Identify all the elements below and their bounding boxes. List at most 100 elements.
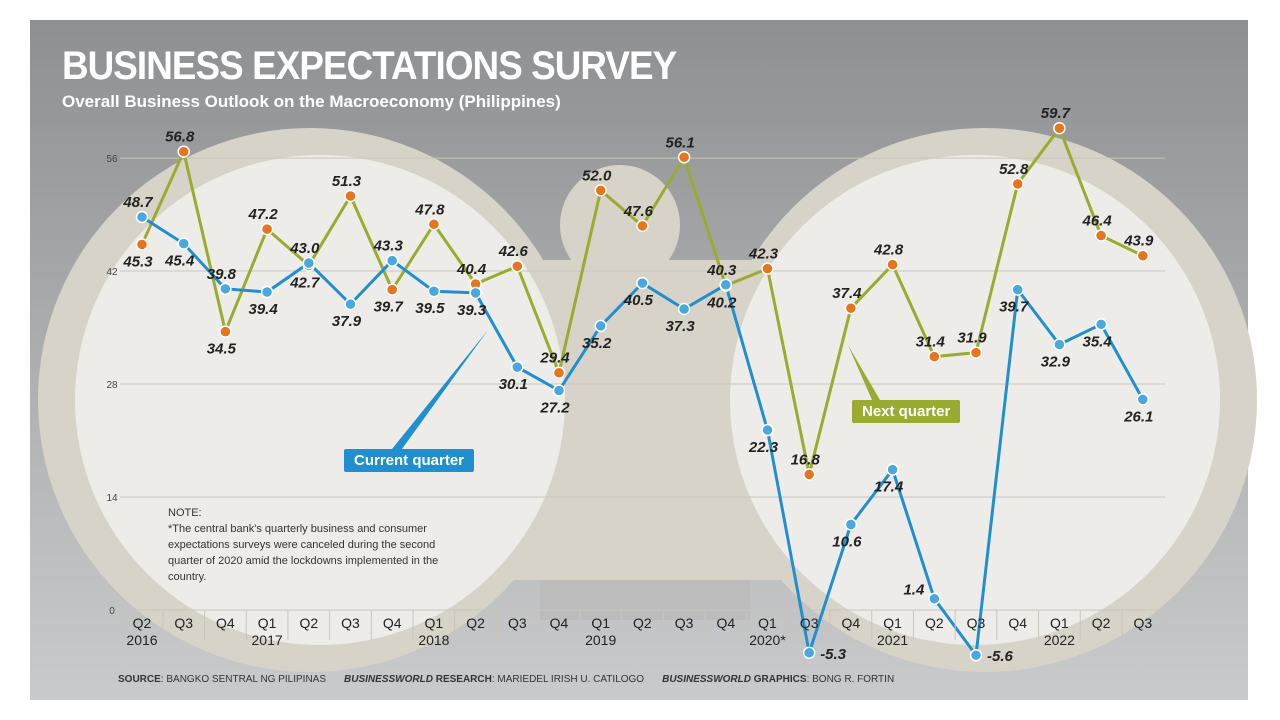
- data-point: [177, 145, 190, 158]
- y-tick-label: 42: [106, 267, 118, 278]
- data-label: 47.6: [623, 203, 654, 220]
- data-label: 48.7: [122, 194, 153, 211]
- y-tick-label: 56: [106, 154, 118, 165]
- source-label: SOURCE: [118, 674, 161, 685]
- data-point: [677, 302, 691, 316]
- data-point: [427, 284, 441, 298]
- data-label: 37.4: [832, 285, 862, 302]
- data-point: [636, 276, 649, 290]
- data-point: [1053, 338, 1066, 351]
- x-tick-label: Q4: [716, 615, 735, 631]
- x-tick-label: Q1: [1050, 615, 1069, 631]
- data-label: 39.3: [457, 302, 487, 319]
- data-point: [135, 238, 149, 251]
- data-point: [928, 592, 941, 605]
- data-label: -5.3: [820, 646, 847, 663]
- data-label: 40.4: [456, 261, 487, 278]
- data-label: 43.9: [1123, 233, 1154, 250]
- x-tick-label: Q3: [341, 615, 360, 631]
- data-label: 16.8: [791, 451, 821, 468]
- data-point: [511, 259, 524, 273]
- data-point: [594, 184, 607, 197]
- data-point: [219, 325, 232, 338]
- data-point: [344, 297, 357, 311]
- x-tick-label: Q2: [133, 615, 152, 631]
- data-label: 51.3: [332, 173, 362, 190]
- data-point: [719, 278, 733, 292]
- x-tick-label: Q1: [258, 615, 277, 631]
- data-label: 1.4: [903, 582, 925, 599]
- x-tick-label: Q4: [1008, 615, 1027, 631]
- data-label: 10.6: [832, 533, 862, 550]
- data-label: 22.3: [748, 439, 779, 456]
- data-point: [677, 151, 691, 164]
- data-label: 39.7: [374, 299, 404, 316]
- y-tick-label: 28: [106, 380, 118, 391]
- legend-pointer-next: [848, 345, 880, 400]
- legend-pointer-current: [392, 330, 488, 449]
- data-point: [1136, 393, 1150, 406]
- data-label: 40.5: [623, 292, 654, 309]
- data-label: 47.8: [414, 201, 445, 218]
- data-point: [1094, 229, 1108, 242]
- data-label: 42.8: [873, 242, 904, 259]
- data-point: [802, 646, 816, 660]
- data-label: 30.1: [499, 376, 528, 393]
- data-point: [928, 350, 941, 363]
- data-point: [802, 468, 816, 481]
- data-point: [177, 237, 190, 250]
- x-tick-year-label: 2017: [252, 632, 283, 648]
- legend-next-quarter: Next quarter: [852, 400, 961, 423]
- data-label: 47.2: [247, 206, 278, 223]
- data-label: 52.0: [582, 167, 612, 184]
- data-point: [552, 384, 566, 397]
- x-tick-label: Q1: [591, 615, 610, 631]
- graphics-brand: BUSINESSWORLD: [662, 674, 751, 685]
- data-label: 32.9: [1041, 353, 1071, 370]
- data-point: [302, 256, 316, 270]
- x-tick-label: Q2: [1092, 615, 1111, 631]
- y-tick-label: 14: [106, 493, 118, 504]
- x-tick-label: Q3: [800, 615, 819, 631]
- x-tick-year-label: 2021: [877, 632, 908, 648]
- data-point: [969, 648, 983, 662]
- x-tick-year-label: 2022: [1044, 632, 1075, 648]
- x-tick-label: Q1: [758, 615, 777, 631]
- x-tick-label: Q3: [675, 615, 694, 631]
- y-tick-label: 0: [109, 606, 115, 617]
- x-tick-label: Q3: [1133, 615, 1152, 631]
- data-label: 31.9: [957, 330, 987, 347]
- data-label: 39.7: [999, 299, 1029, 316]
- x-tick-year-label: 2018: [418, 632, 449, 648]
- x-tick-label: Q1: [425, 615, 444, 631]
- data-label: 52.8: [999, 161, 1029, 178]
- research: : MARIEDEL IRISH U. CATILOGO: [491, 674, 645, 685]
- data-point: [469, 286, 482, 300]
- x-tick-label: Q3: [967, 615, 986, 631]
- data-point: [1136, 249, 1150, 262]
- data-label: 45.4: [164, 253, 195, 270]
- data-point: [260, 285, 274, 299]
- data-label: 42.6: [498, 243, 529, 260]
- data-label: 17.4: [874, 479, 904, 496]
- data-label: 43.0: [289, 240, 320, 257]
- data-label: 43.3: [373, 238, 404, 255]
- data-label: 29.4: [539, 350, 570, 367]
- x-tick-label: Q2: [925, 615, 944, 631]
- data-point: [385, 283, 399, 296]
- data-label: 31.4: [916, 334, 946, 351]
- data-point: [552, 366, 566, 379]
- note: NOTE: *The central bank's quarterly busi…: [168, 505, 468, 585]
- data-label: -5.6: [987, 648, 1014, 665]
- data-label: 40.3: [706, 262, 737, 279]
- data-label: 42.7: [289, 274, 320, 291]
- data-point: [844, 518, 858, 531]
- page-subtitle: Overall Business Outlook on the Macroeco…: [62, 92, 561, 111]
- data-label: 45.3: [122, 253, 153, 270]
- x-tick-label: Q4: [383, 615, 402, 631]
- data-point: [427, 218, 441, 231]
- x-tick-label: Q4: [550, 615, 569, 631]
- data-point: [260, 222, 274, 236]
- x-tick-label: Q2: [299, 615, 318, 631]
- data-point: [511, 360, 524, 374]
